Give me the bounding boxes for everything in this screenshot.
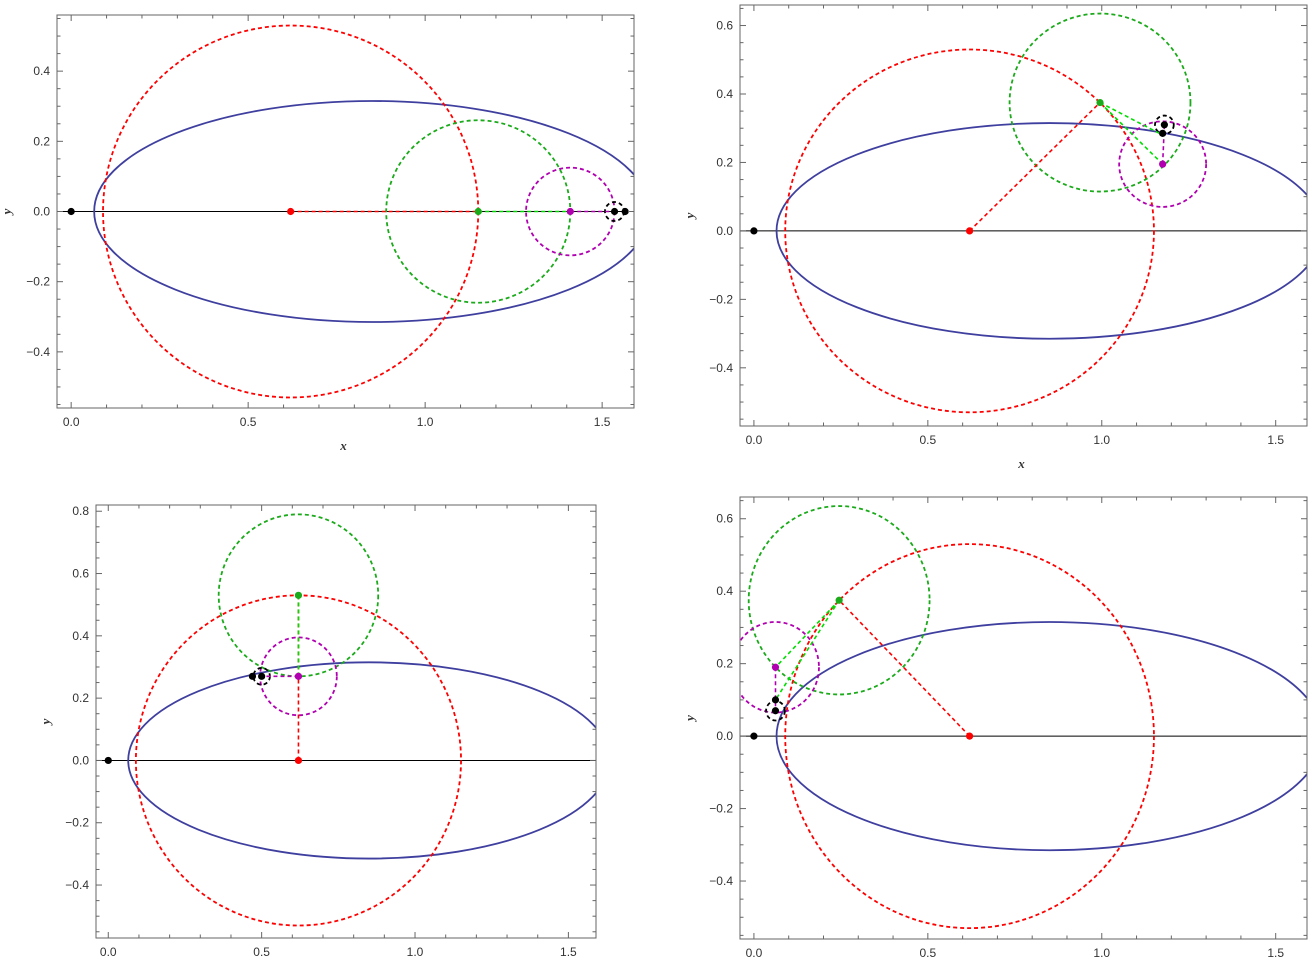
y-tick-label: −0.4: [709, 361, 733, 375]
y-tick-label: −0.4: [709, 874, 733, 888]
plot-area: [96, 514, 610, 925]
chart-panel-top-left: 0.0 0.5 1.0 1.5 −0.4 −0.2 0.0 0.2 0.4 x y: [0, 0, 656, 485]
plot-frame: [740, 497, 1307, 939]
data-point-2: [475, 208, 482, 215]
data-point-3: [567, 208, 574, 215]
plot-area: [732, 506, 1312, 928]
chart-panel-bottom-left: 0.00.51.01.5−0.4−0.20.00.20.40.60.8xy: [0, 485, 656, 971]
y-axis-label: y: [682, 212, 697, 220]
data-point-4: [1161, 121, 1168, 128]
y-tick-label: −0.4: [65, 878, 89, 892]
data-point-0: [750, 227, 757, 234]
plot-frame: [740, 5, 1307, 426]
data-point-3: [1159, 161, 1166, 168]
x-axis-label: x: [1017, 456, 1025, 471]
y-tick-label: 0.4: [716, 87, 733, 101]
x-tick-label: 0.0: [63, 415, 80, 429]
epicycle-link-0: [839, 600, 969, 736]
x-tick-label: 1.5: [594, 415, 611, 429]
data-point-1: [966, 227, 973, 234]
data-point-2: [295, 592, 302, 599]
data-point-1: [287, 208, 294, 215]
epicycle-link-1: [775, 600, 839, 667]
epicycle-link-3: [775, 600, 839, 700]
data-point-3: [295, 673, 302, 680]
y-tick-label: 0.6: [716, 512, 733, 526]
data-point-5: [1159, 130, 1166, 137]
data-point-5: [622, 208, 629, 215]
y-tick-label: −0.2: [709, 802, 733, 816]
y-tick-label: 0.2: [72, 691, 89, 705]
data-point-0: [750, 733, 757, 740]
plot-area: [57, 26, 650, 398]
epicycle-link-0: [970, 103, 1100, 231]
x-tick-label: 1.5: [560, 945, 577, 959]
x-tick-label: 1.5: [1267, 433, 1284, 447]
x-tick-label: 1.0: [417, 415, 434, 429]
x-tick-label: 1.0: [407, 945, 424, 959]
data-point-0: [68, 208, 75, 215]
y-axis-label: y: [682, 715, 697, 723]
data-point-2: [836, 597, 843, 604]
chart-panel-top-right: 0.0 0.5 1.0 1.5 −0.4 −0.2 0.0 0.2 0.4 0.6 x y: [656, 0, 1312, 485]
y-tick-label: 0.2: [716, 155, 733, 169]
x-tick-label: 0.0: [746, 433, 763, 447]
y-tick-label: 0.2: [716, 657, 733, 671]
data-point-5: [772, 696, 779, 703]
y-tick-label: 0.0: [72, 753, 89, 767]
data-point-4: [772, 707, 779, 714]
y-tick-label: −0.2: [65, 816, 89, 830]
y-tick-label: 0.4: [72, 629, 89, 643]
data-point-4: [611, 208, 618, 215]
data-point-2: [1096, 99, 1103, 106]
x-tick-label: 1.0: [1093, 433, 1110, 447]
x-tick-label: 0.0: [100, 945, 117, 959]
y-tick-label: 0.8: [72, 504, 89, 518]
y-tick-label: −0.4: [26, 345, 50, 359]
data-point-4: [258, 673, 265, 680]
data-point-1: [295, 757, 302, 764]
plot-frame: [96, 505, 596, 938]
x-tick-label: 0.0: [746, 946, 763, 960]
x-tick-label: 0.5: [919, 946, 936, 960]
data-point-1: [966, 733, 973, 740]
x-tick-label: 0.5: [240, 415, 257, 429]
x-axis-label: x: [339, 438, 347, 453]
chart-panel-bottom-right: 0.00.51.01.5−0.4−0.20.00.20.40.6xy: [656, 485, 1312, 971]
epicycle-link-3: [1100, 103, 1163, 136]
y-axis-label: y: [0, 208, 14, 216]
y-tick-label: −0.2: [709, 292, 733, 306]
y-axis-label: y: [38, 718, 53, 726]
data-point-5: [249, 673, 256, 680]
y-tick-label: 0.6: [716, 19, 733, 33]
y-tick-label: 0.0: [716, 729, 733, 743]
y-tick-label: 0.2: [33, 134, 50, 148]
data-point-0: [105, 757, 112, 764]
y-tick-label: −0.2: [26, 275, 50, 289]
x-tick-label: 0.5: [919, 433, 936, 447]
data-point-3: [772, 664, 779, 671]
y-tick-label: 0.4: [716, 584, 733, 598]
y-tick-label: 0.6: [72, 567, 89, 581]
y-tick-label: 0.4: [33, 64, 50, 78]
plot-area: [740, 14, 1312, 413]
x-tick-label: 1.5: [1267, 946, 1284, 960]
y-tick-label: 0.0: [33, 205, 50, 219]
x-tick-label: 1.0: [1093, 946, 1110, 960]
y-tick-label: 0.0: [716, 224, 733, 238]
x-tick-label: 0.5: [253, 945, 270, 959]
